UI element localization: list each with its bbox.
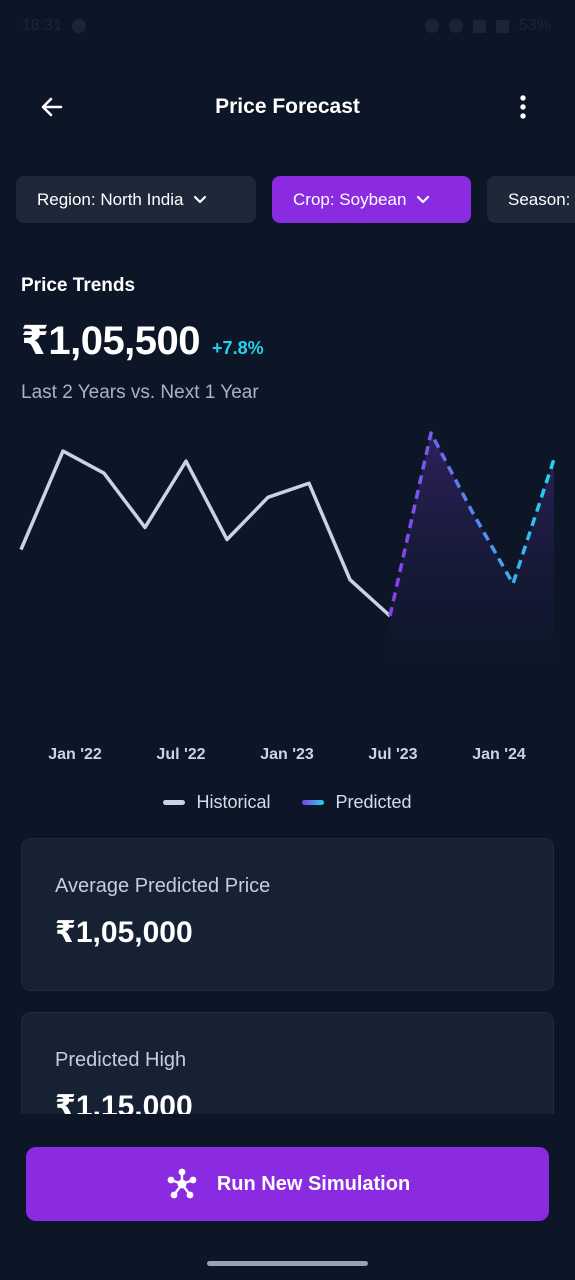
chart-legend: Historical Predicted (0, 792, 575, 813)
average-price-card: Average Predicted Price ₹1,05,000 (21, 838, 554, 991)
price-summary: ₹1,05,500 +7.8% (21, 318, 264, 364)
chevron-down-icon (417, 195, 430, 203)
region-filter-chip[interactable]: Region: North India (16, 176, 256, 223)
more-options-button[interactable] (511, 91, 535, 123)
region-filter-label: Region: North India (37, 189, 184, 209)
legend-predicted-label: Predicted (335, 792, 412, 812)
section-title: Price Trends (21, 275, 136, 296)
call-icon (448, 19, 463, 33)
crop-filter-label: Crop: Soybean (293, 189, 407, 209)
signal-icon (495, 19, 509, 33)
card-value: ₹1,15,000 (55, 1090, 193, 1114)
run-simulation-button[interactable]: Run New Simulation (26, 1147, 549, 1221)
predicted-high-card: Predicted High ₹1,15,000 (21, 1012, 554, 1114)
season-filter-label: Season: (508, 189, 571, 209)
page-title: Price Forecast (215, 95, 360, 118)
legend-historical-label: Historical (196, 792, 271, 812)
crop-filter-chip[interactable]: Crop: Soybean (272, 176, 471, 223)
x-tick-label: Jul '22 (156, 746, 206, 763)
season-filter-chip[interactable]: Season: (487, 176, 575, 223)
wifi-icon (472, 19, 486, 33)
chart-subtitle: Last 2 Years vs. Next 1 Year (21, 382, 259, 403)
legend-predicted: Predicted (302, 792, 412, 813)
more-vertical-icon (520, 95, 526, 119)
back-button[interactable] (36, 91, 68, 123)
battery-level: 53% (518, 17, 551, 34)
legend-predicted-swatch (302, 800, 325, 805)
card-value: ₹1,05,000 (55, 916, 193, 949)
notification-icon (72, 19, 87, 33)
arrow-left-icon (41, 97, 63, 117)
current-price: ₹1,05,500 (21, 319, 201, 363)
historical-series-line (19, 449, 392, 618)
stats-scroll-area[interactable]: Average Predicted Price ₹1,05,000 Predic… (0, 838, 575, 1114)
x-tick-label: Jan '24 (472, 746, 526, 763)
x-tick-label: Jan '23 (260, 746, 314, 763)
price-change-badge: +7.8% (212, 338, 264, 358)
app-header: Price Forecast (0, 76, 575, 138)
legend-historical-swatch (163, 800, 186, 805)
card-label: Average Predicted Price (55, 875, 271, 897)
filter-bar: Region: North India Crop: Soybean Season… (16, 176, 575, 224)
x-tick-label: Jul '23 (368, 746, 418, 763)
status-bar: 18:31 53% (0, 0, 575, 52)
predicted-series-line (388, 431, 556, 617)
predicted-area (390, 433, 554, 660)
run-simulation-label: Run New Simulation (216, 1172, 411, 1195)
price-trend-chart (19, 431, 556, 660)
home-indicator[interactable] (207, 1261, 368, 1266)
status-time: 18:31 (22, 17, 63, 34)
network-nodes-icon (167, 1168, 197, 1199)
legend-historical: Historical (163, 792, 270, 813)
card-label: Predicted High (55, 1049, 187, 1071)
x-tick-label: Jan '22 (48, 746, 102, 763)
chevron-down-icon (194, 195, 207, 203)
alarm-icon (424, 19, 439, 33)
x-axis-labels: Jan '22 Jul '22 Jan '23 Jul '23 Jan '24 (0, 746, 575, 768)
